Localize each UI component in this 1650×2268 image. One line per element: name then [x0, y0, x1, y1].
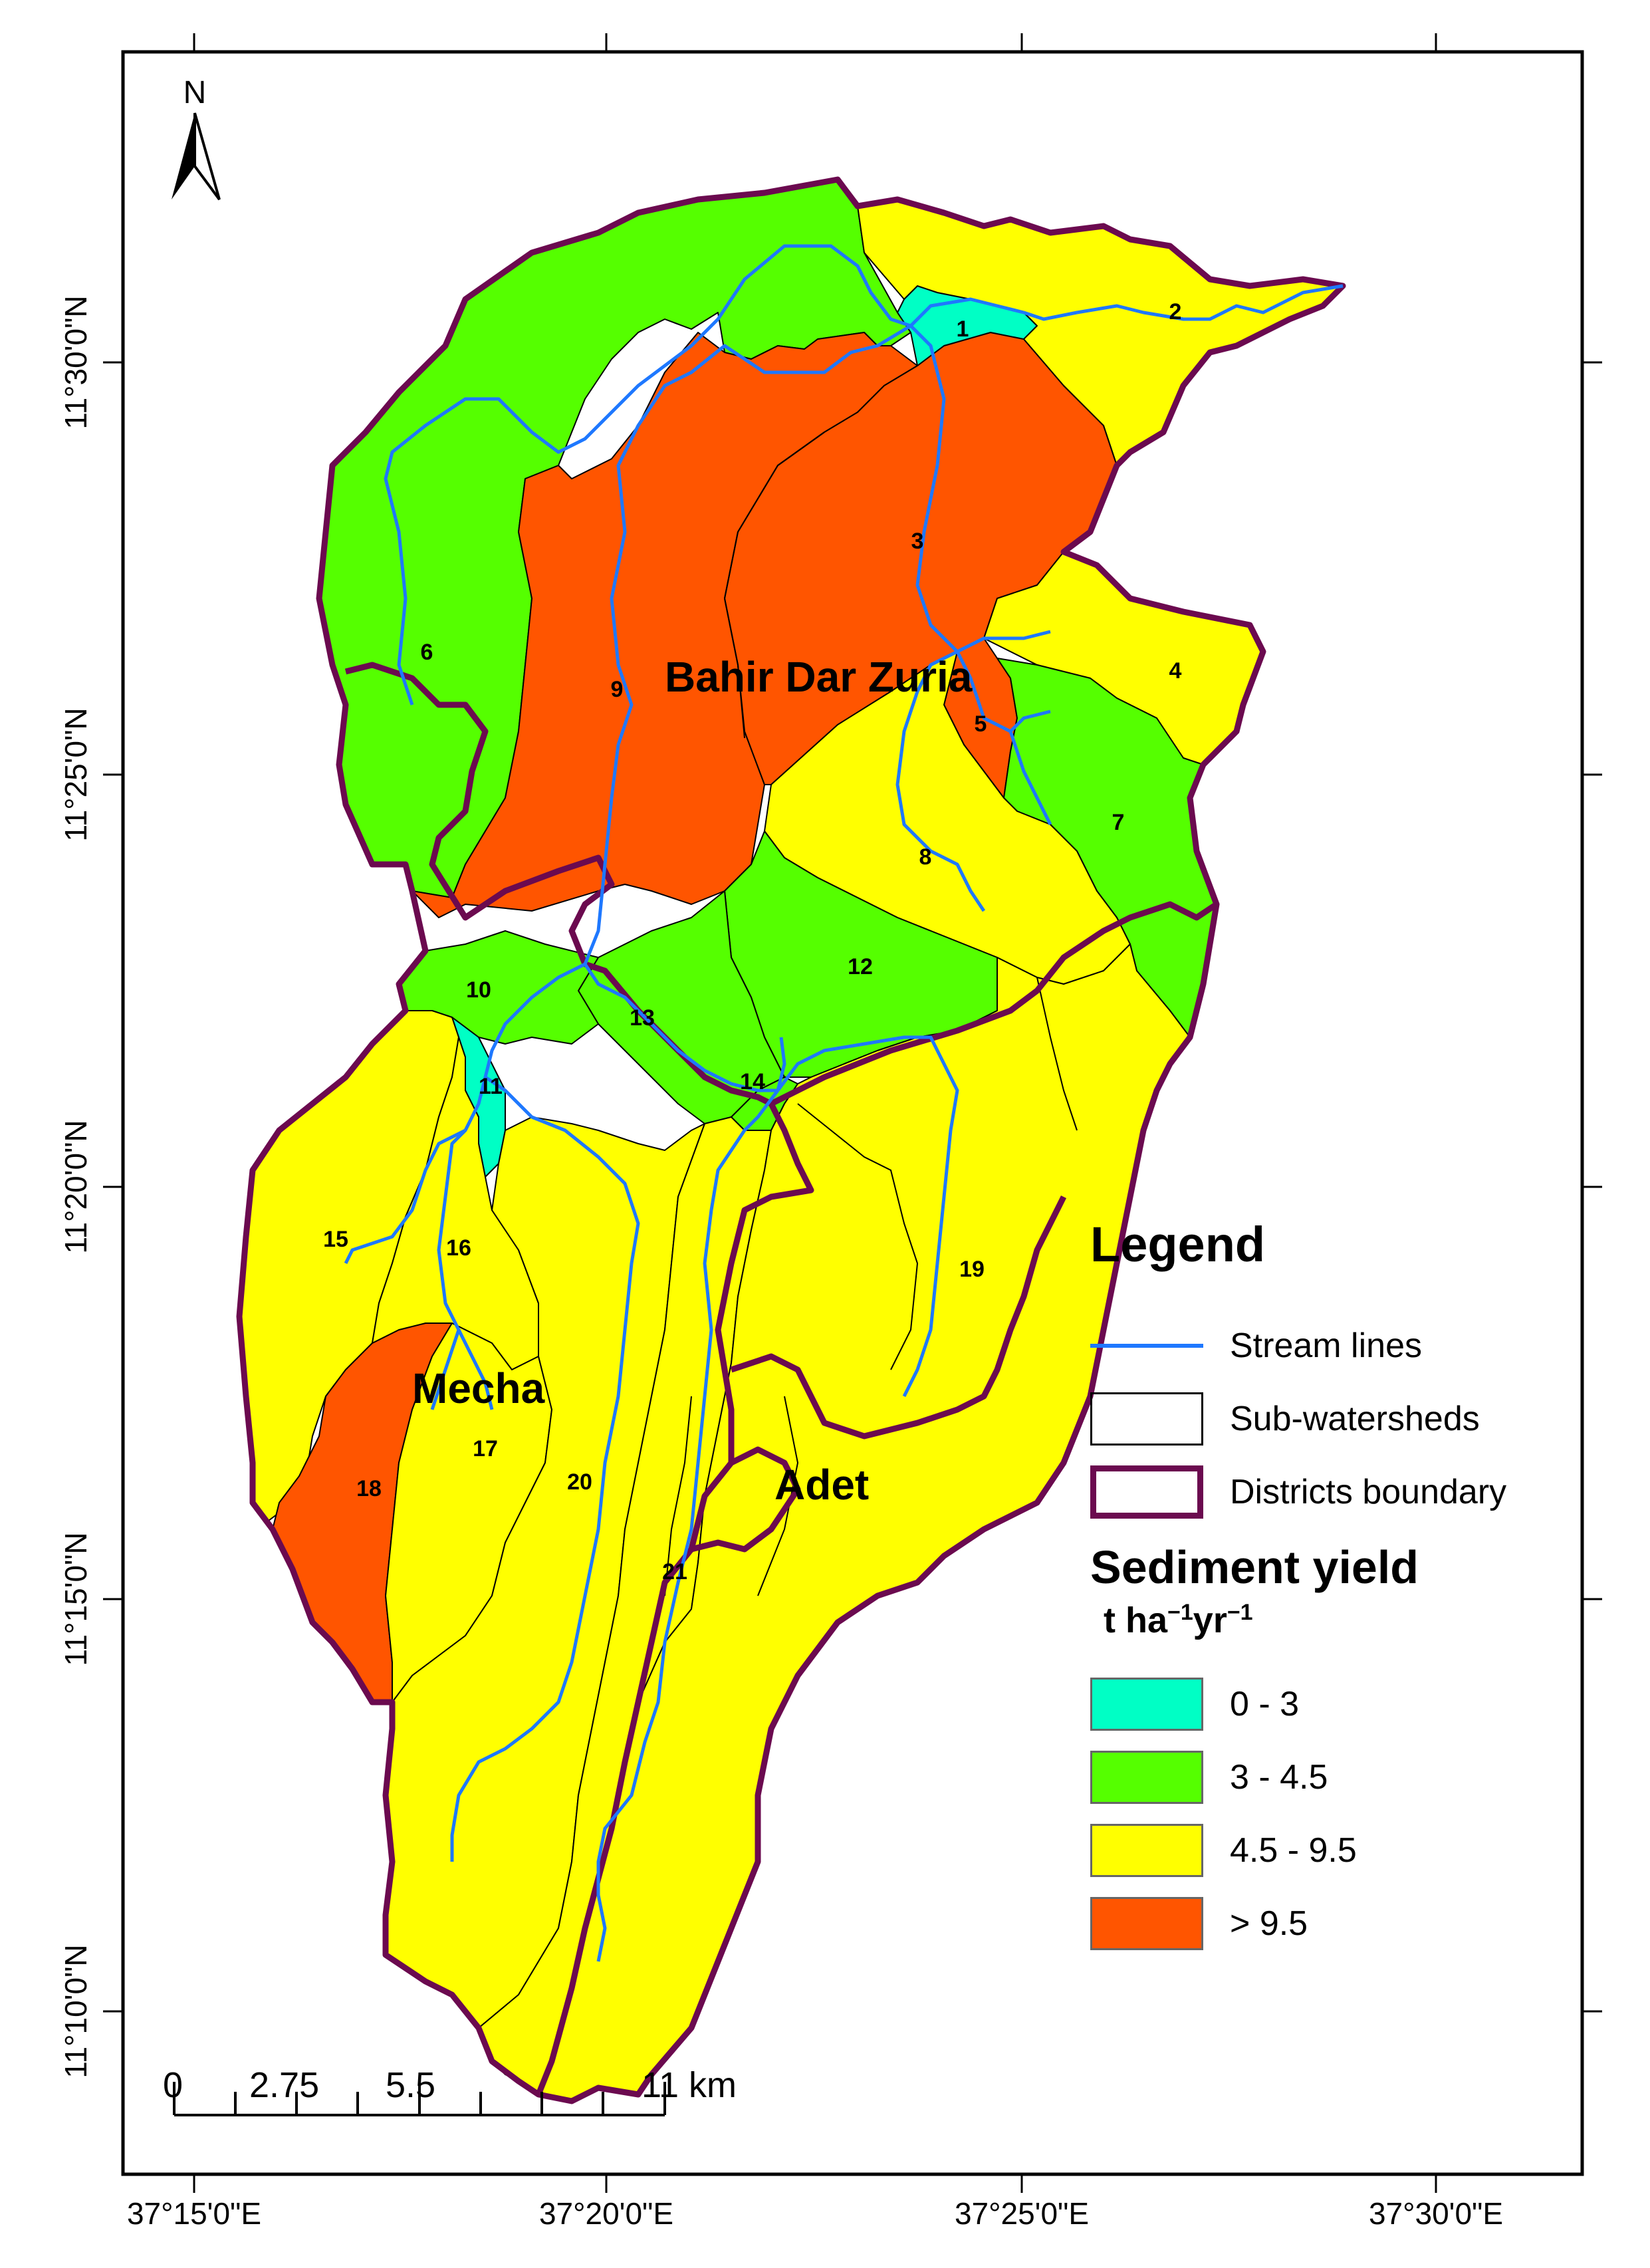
class-swatch-yellow	[1090, 1824, 1203, 1877]
svg-text:6: 6	[421, 640, 433, 665]
class-swatch-orange	[1090, 1897, 1203, 1950]
svg-text:14: 14	[740, 1069, 765, 1094]
district-label-mecha: Mecha	[412, 1364, 545, 1412]
svg-text:2: 2	[1169, 299, 1182, 324]
lat-label-5: 11°10'0"N	[59, 1944, 93, 2078]
svg-text:9: 9	[611, 677, 624, 702]
lon-label-1: 37°15'0"E	[127, 2196, 261, 2231]
legend-class-3-4-5: 3 - 4.5	[1090, 1741, 1595, 1814]
scale-bar	[173, 2082, 666, 2116]
svg-text:5: 5	[975, 711, 987, 737]
lat-label-1: 11°30'0"N	[59, 295, 93, 429]
svg-text:13: 13	[630, 1005, 655, 1031]
lon-label-3: 37°25'0"E	[955, 2196, 1089, 2231]
svg-text:10: 10	[466, 977, 491, 1003]
svg-text:8: 8	[919, 844, 932, 870]
north-arrow-icon: N	[172, 75, 221, 201]
svg-text:7: 7	[1112, 810, 1125, 835]
district-boundaries	[236, 176, 1346, 2104]
stream-lines	[344, 244, 1344, 1962]
svg-text:1: 1	[957, 316, 969, 342]
scale-label-5-5: 5.5	[386, 2065, 436, 2105]
svg-text:11: 11	[479, 1074, 503, 1099]
svg-text:N: N	[183, 75, 207, 110]
district-boundary-symbol-icon	[1090, 1465, 1203, 1519]
svg-text:17: 17	[473, 1436, 498, 1461]
legend-title: Legend	[1090, 1217, 1266, 1272]
sub-watershed-9[interactable]	[412, 332, 918, 918]
legend: Legend Stream lines Sub-watersheds Distr…	[1090, 1220, 1595, 1960]
scale-label-2-75: 2.75	[249, 2065, 320, 2105]
svg-text:16: 16	[446, 1235, 471, 1261]
lon-label-2: 37°20'0"E	[539, 2196, 673, 2231]
svg-text:19: 19	[959, 1257, 985, 1282]
lat-label-3: 11°20'0"N	[59, 1120, 93, 1253]
sediment-yield-unit: t ha−1yr−1	[1104, 1600, 1253, 1640]
svg-text:3: 3	[911, 529, 924, 554]
legend-item-sub-watersheds: Sub-watersheds	[1090, 1382, 1595, 1455]
stream-line-icon	[1090, 1319, 1203, 1372]
legend-item-stream-lines: Stream lines	[1090, 1309, 1595, 1382]
scale-label-11km: 11 km	[642, 2065, 737, 2105]
lat-label-4: 11°15'0"N	[59, 1532, 93, 1666]
svg-text:4: 4	[1169, 658, 1182, 684]
legend-class-4-5-9-5: 4.5 - 9.5	[1090, 1814, 1595, 1887]
class-swatch-green	[1090, 1751, 1203, 1804]
scale-label-0: 0	[163, 2065, 183, 2105]
class-swatch-cyan	[1090, 1678, 1203, 1731]
longitude-ticks	[193, 33, 1437, 2193]
sub-watershed-symbol-icon	[1090, 1392, 1203, 1446]
district-label-adet: Adet	[774, 1461, 869, 1509]
lat-label-2: 11°25'0"N	[59, 707, 93, 841]
legend-item-districts-boundary: Districts boundary	[1090, 1455, 1595, 1529]
legend-class-gt-9-5: > 9.5	[1090, 1887, 1595, 1960]
lon-label-4: 37°30'0"E	[1369, 2196, 1503, 2231]
sub-watersheds	[239, 179, 1344, 2102]
svg-text:15: 15	[323, 1227, 348, 1252]
district-label-bahir-dar-zuria: Bahir Dar Zuria	[665, 653, 973, 701]
svg-text:21: 21	[662, 1559, 687, 1584]
latitude-ticks	[103, 361, 1602, 2013]
sediment-yield-title: Sediment yield	[1090, 1541, 1419, 1593]
svg-text:18: 18	[356, 1476, 382, 1501]
legend-class-0-3: 0 - 3	[1090, 1668, 1595, 1741]
svg-text:12: 12	[848, 954, 873, 979]
svg-text:20: 20	[567, 1469, 592, 1495]
sub-watershed-labels: 1 2 3 4 5 6 7 8 9 10 11 12 13 14 15 16 1…	[323, 299, 1181, 1584]
